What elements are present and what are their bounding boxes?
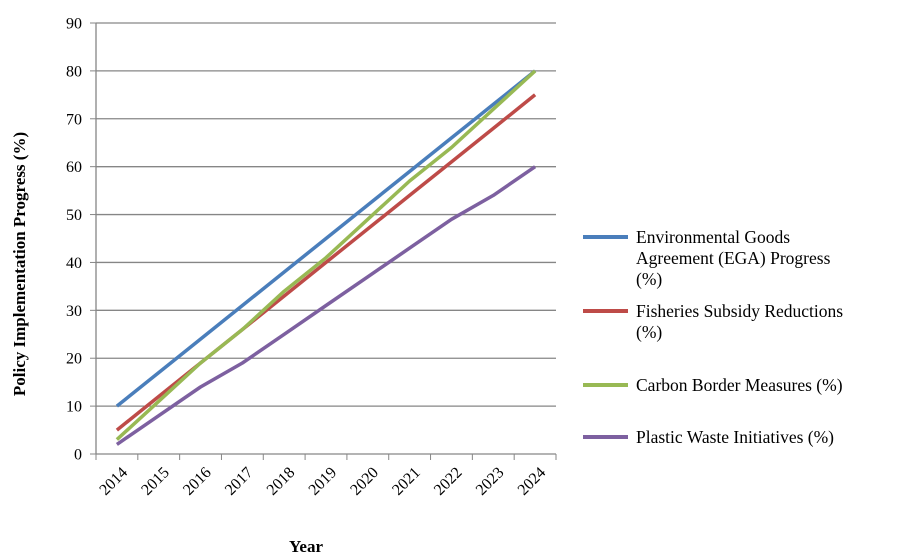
x-tick-label: 2019 [306,464,341,499]
legend-label: (%) [636,269,662,289]
legend-label: (%) [636,322,662,342]
x-axis-title: Year [289,537,323,556]
x-tick-label: 2024 [515,464,550,499]
x-tick-label: 2022 [431,464,466,499]
x-tick-label: 2016 [180,464,215,499]
x-tick-label: 2017 [222,464,257,499]
x-axis-ticks: 2014 2015 2016 2017 2018 2019 2020 2021 2022 2023… [96,464,549,499]
x-tick-label: 2014 [96,464,131,499]
legend-item-3: Carbon Border Measures (%) [583,375,843,395]
legend-label: Fisheries Subsidy Reductions [636,301,843,321]
y-axis-title: Policy Implementation Progress (%) [10,132,29,396]
legend-item-2: Fisheries Subsidy Reductions(%) [583,301,843,342]
y-tick-label: 70 [66,111,82,128]
x-tick-label: 2023 [473,464,508,499]
legend-label: Environmental Goods [636,227,790,247]
series-line-3 [115,69,537,441]
y-tick-label: 0 [74,447,82,464]
series-line-4 [115,165,537,446]
y-tick-label: 90 [66,16,82,33]
y-tick-label: 40 [66,255,82,272]
x-tick-label: 2018 [264,464,299,499]
series-lines [115,69,537,446]
x-tick-label: 2021 [389,464,424,499]
legend-item-4: Plastic Waste Initiatives (%) [583,427,834,447]
y-tick-label: 60 [66,159,82,176]
y-tick-label: 50 [66,207,82,224]
legend-label: Agreement (EGA) Progress [636,248,831,268]
y-tick-label: 20 [66,351,82,368]
x-tick-label: 2015 [138,464,173,499]
legend-label: Carbon Border Measures (%) [636,375,843,395]
y-axis-ticks: 0 10 20 30 40 50 60 70 80 90 [66,16,82,464]
axes [90,22,557,460]
x-tick-label: 2020 [347,464,382,499]
series-line-1 [115,69,537,408]
y-tick-label: 30 [66,303,82,320]
gridlines [96,22,556,407]
legend-label: Plastic Waste Initiatives (%) [636,427,834,447]
y-tick-label: 80 [66,63,82,80]
y-tick-label: 10 [66,399,82,416]
